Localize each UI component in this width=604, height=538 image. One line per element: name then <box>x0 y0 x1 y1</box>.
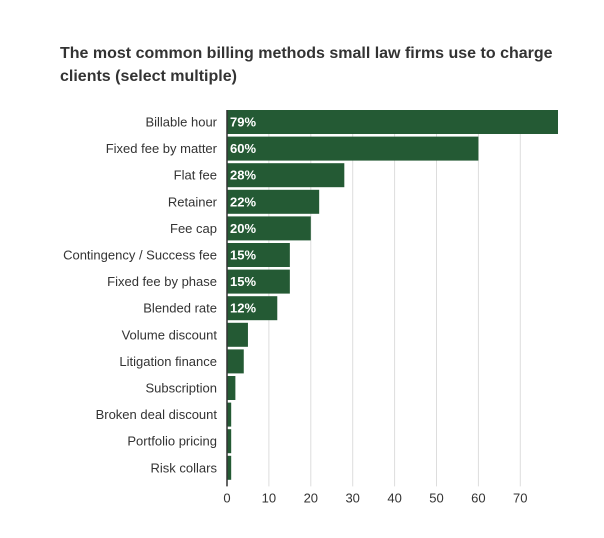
bar <box>227 322 248 347</box>
category-label: Blended rate <box>143 301 217 316</box>
data-label: 12% <box>230 301 256 316</box>
bar <box>227 136 479 161</box>
bar <box>227 455 232 480</box>
category-label: Risk collars <box>151 460 218 475</box>
bar <box>227 402 232 427</box>
data-label: 60% <box>230 141 256 156</box>
category-label: Subscription <box>145 381 217 396</box>
category-label: Fixed fee by phase <box>107 274 217 289</box>
bar <box>227 269 290 294</box>
category-label: Retainer <box>168 194 218 209</box>
x-tick-label: 10 <box>262 490 276 505</box>
category-label: Billable hour <box>145 115 217 130</box>
bar <box>227 349 244 374</box>
data-label: 79% <box>230 115 256 130</box>
chart-title: The most common billing methods small la… <box>60 45 553 85</box>
category-label: Contingency / Success fee <box>63 248 217 263</box>
data-label: 20% <box>230 221 256 236</box>
data-label: 15% <box>230 248 256 263</box>
bar <box>227 296 278 321</box>
data-label: 15% <box>230 274 256 289</box>
category-label: Volume discount <box>122 327 218 342</box>
data-label: 28% <box>230 168 256 183</box>
x-tick-label: 40 <box>387 490 401 505</box>
x-tick-label: 20 <box>304 490 318 505</box>
category-label: Broken deal discount <box>96 407 218 422</box>
bar <box>227 110 558 134</box>
category-label: Fixed fee by matter <box>106 141 218 156</box>
category-label: Flat fee <box>174 168 217 183</box>
bar <box>227 189 320 214</box>
bar <box>227 216 311 241</box>
category-label: Litigation finance <box>119 354 217 369</box>
x-tick-label: 60 <box>471 490 485 505</box>
x-tick-label: 50 <box>429 490 443 505</box>
bar <box>227 163 345 188</box>
bar <box>227 243 290 267</box>
category-label: Fee cap <box>170 221 217 236</box>
bar <box>227 376 236 400</box>
x-tick-label: 30 <box>345 490 359 505</box>
x-tick-label: 0 <box>223 490 230 505</box>
bar <box>227 429 232 454</box>
category-label: Portfolio pricing <box>127 434 217 449</box>
x-tick-label: 70 <box>513 490 527 505</box>
data-label: 22% <box>230 194 256 209</box>
